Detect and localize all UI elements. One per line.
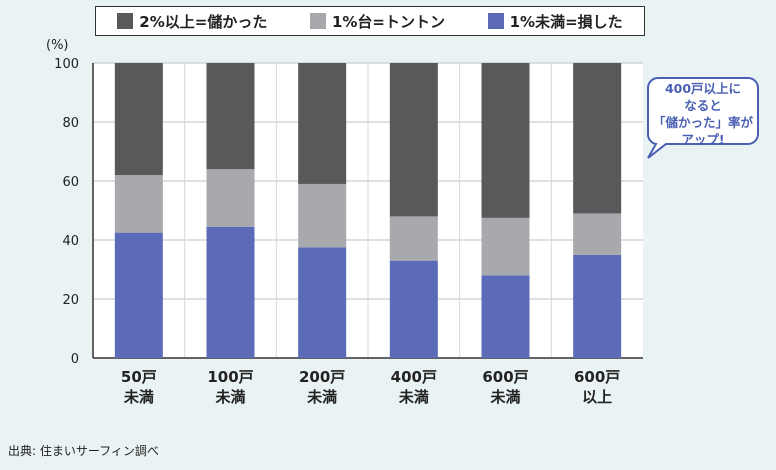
legend-swatch-even	[309, 13, 326, 29]
x-tick-label: 以上	[582, 388, 612, 406]
bar-segment	[389, 63, 438, 217]
callout-bubble: 400戸以上に なると 「儲かった」率が アップ!	[644, 74, 762, 162]
x-tick-label: 600戸	[574, 368, 620, 386]
bar-segment	[573, 213, 622, 255]
bar-segment	[298, 183, 347, 248]
chart-legend: 2%以上=儲かった 1%台=トントン 1%未満=損した	[95, 6, 645, 36]
x-tick-label: 600戸	[482, 368, 528, 386]
legend-item-loss: 1%未満=損した	[487, 11, 623, 32]
bar-segment	[114, 232, 163, 358]
y-tick-label: 0	[71, 352, 79, 367]
x-tick-label: 50戸	[121, 368, 157, 386]
legend-item-profit: 2%以上=儲かった	[117, 11, 267, 32]
bar-segment	[573, 63, 622, 214]
x-tick-label: 未満	[306, 388, 337, 406]
bar-segment	[114, 175, 163, 233]
y-axis-unit: (%)	[46, 38, 69, 53]
legend-swatch-profit	[117, 13, 134, 29]
legend-item-even: 1%台=トントン	[309, 11, 445, 32]
bar-segment	[206, 226, 255, 358]
bar-segment	[298, 63, 347, 184]
y-tick-label: 20	[62, 293, 79, 308]
bar-segment	[298, 247, 347, 358]
legend-label-loss: 1%未満=損した	[509, 12, 623, 31]
source-note: 出典: 住まいサーフィン調べ	[8, 444, 159, 458]
y-tick-label: 60	[62, 175, 79, 190]
bar-segment	[481, 217, 530, 276]
callout-text: 400戸以上に なると 「儲かった」率が アップ!	[652, 81, 753, 147]
bar-segment	[481, 63, 530, 218]
bar-segment	[206, 63, 255, 170]
x-tick-label: 200戸	[299, 368, 345, 386]
y-tick-label: 80	[62, 116, 79, 131]
legend-swatch-loss	[487, 13, 504, 29]
bar-segment	[206, 169, 255, 227]
bar-segment	[481, 275, 530, 358]
callout-shape	[646, 77, 759, 159]
bar-segment	[573, 254, 622, 358]
legend-label-even: 1%台=トントン	[331, 12, 445, 31]
y-tick-label: 40	[62, 234, 79, 249]
legend-label-profit: 2%以上=儲かった	[139, 12, 268, 31]
bar-segment	[389, 260, 438, 358]
x-tick-label: 未満	[123, 388, 154, 406]
x-tick-label: 100戸	[207, 368, 253, 386]
bar-segment	[114, 63, 163, 176]
x-tick-label: 400戸	[391, 368, 437, 386]
bar-segment	[389, 216, 438, 261]
x-tick-label: 未満	[489, 388, 520, 406]
y-tick-label: 100	[54, 57, 79, 72]
x-tick-label: 未満	[398, 388, 429, 406]
x-tick-label: 未満	[214, 388, 245, 406]
